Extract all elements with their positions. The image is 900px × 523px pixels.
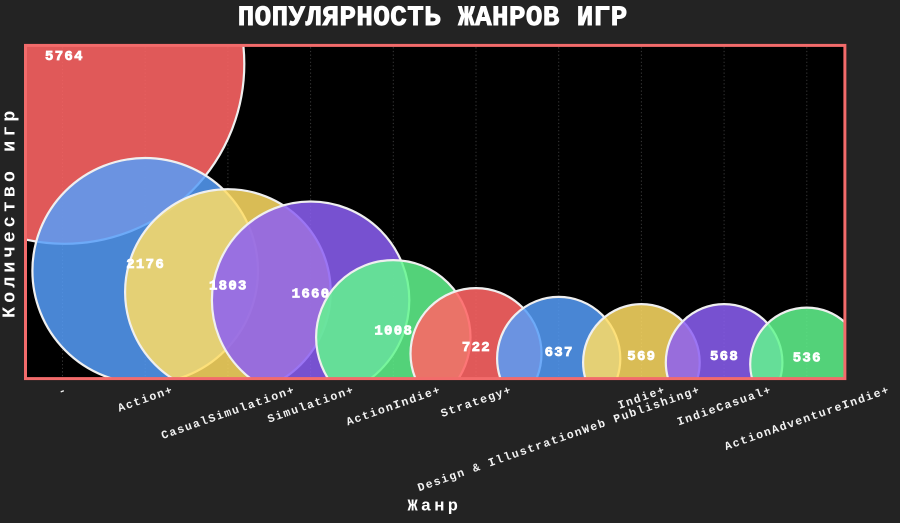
- svg-text:637: 637: [545, 345, 574, 361]
- svg-text:2176: 2176: [126, 257, 165, 273]
- svg-text:568: 568: [710, 349, 739, 365]
- svg-text:1660: 1660: [292, 287, 331, 303]
- svg-text:5764: 5764: [45, 49, 84, 65]
- svg-text:722: 722: [462, 340, 491, 356]
- svg-text:Количество игр: Количество игр: [0, 107, 21, 318]
- svg-text:Жанр: Жанр: [407, 498, 461, 517]
- svg-text:1803: 1803: [209, 278, 248, 294]
- svg-text:ПОПУЛЯРНОСТЬ ЖАНРОВ ИГР: ПОПУЛЯРНОСТЬ ЖАНРОВ ИГР: [238, 3, 628, 34]
- svg-text:1008: 1008: [374, 324, 413, 340]
- svg-text:536: 536: [793, 351, 822, 367]
- svg-text:-: -: [57, 384, 69, 399]
- svg-text:569: 569: [627, 349, 656, 365]
